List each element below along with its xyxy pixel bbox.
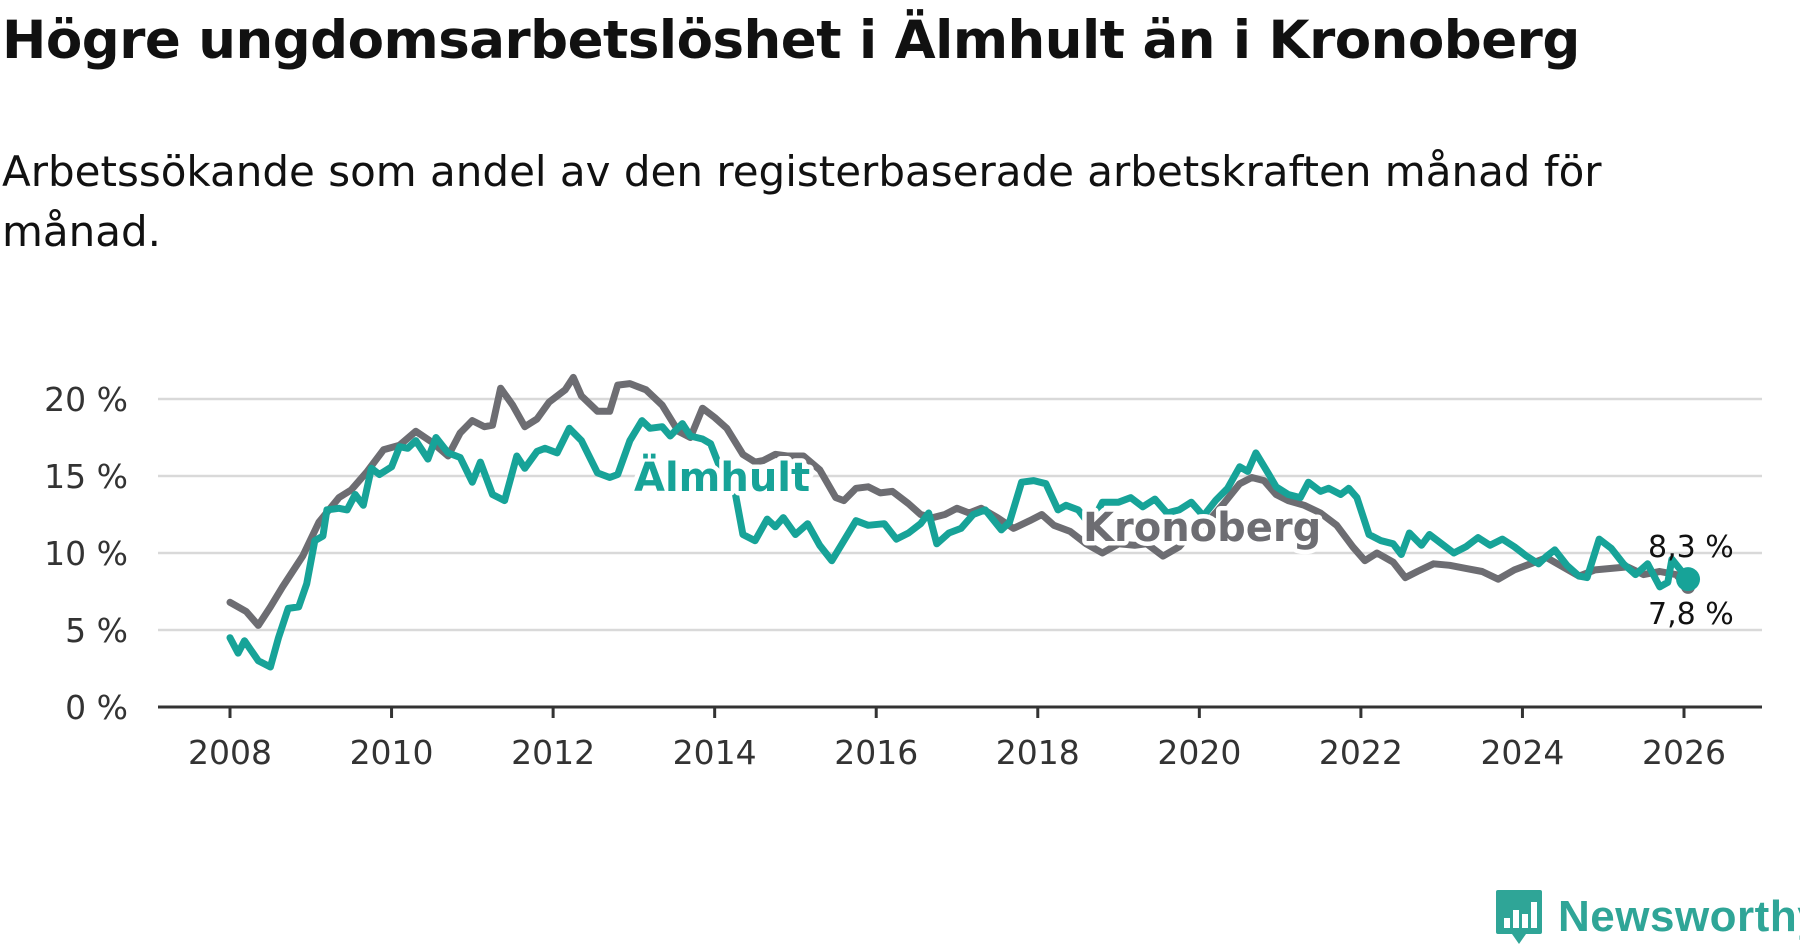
series-label-almhult: Älmhult	[634, 453, 810, 501]
x-tick-label-2026: 2026	[1642, 733, 1726, 772]
end-label-almhult: 8,3 %	[1648, 530, 1734, 565]
series-lines	[226, 373, 1692, 671]
y-tick-label-20: 20 %	[44, 380, 128, 419]
x-tick-label-2020: 2020	[1157, 733, 1241, 772]
chart-subtitle: Arbetssökande som andel av den registerb…	[2, 147, 1602, 256]
x-axis-tick-labels: 2008 2010 2012 2014 2016 2018 2020 2022 2024 2026	[188, 733, 1726, 772]
x-axis	[158, 705, 1762, 718]
x-tick-label-2016: 2016	[834, 733, 918, 772]
y-tick-label-5: 5 %	[65, 611, 128, 650]
end-marker-almhult	[1676, 567, 1701, 592]
y-tick-label-0: 0 %	[65, 688, 128, 727]
series-line-almhult	[226, 417, 1692, 671]
x-tick-label-2014: 2014	[673, 733, 757, 772]
x-tick-label-2018: 2018	[996, 733, 1080, 772]
series-labels: Älmhult Kronoberg	[630, 449, 1326, 556]
y-tick-label-10: 10 %	[44, 534, 128, 573]
newsworthy-logo-icon	[1496, 890, 1542, 944]
x-tick-label-2010: 2010	[350, 733, 434, 772]
newsworthy-logo: Newsworthy	[1494, 888, 1800, 946]
end-label-kronoberg: 7,8 %	[1648, 597, 1734, 632]
gridlines	[158, 397, 1762, 632]
x-tick-label-2008: 2008	[188, 733, 272, 772]
series-line-kronoberg	[226, 373, 1692, 629]
chart-title: Högre ungdomsarbetslöshet i Älmhult än i…	[2, 10, 1580, 71]
x-tick-label-2024: 2024	[1480, 733, 1564, 772]
end-markers: 8,3 % 7,8 %	[1648, 530, 1734, 632]
y-axis-tick-labels: 0 % 5 % 10 % 15 % 20 %	[44, 380, 128, 727]
newsworthy-logo-text: Newsworthy	[1558, 892, 1800, 941]
x-tick-label-2012: 2012	[511, 733, 595, 772]
y-tick-label-15: 15 %	[44, 457, 128, 496]
x-tick-label-2022: 2022	[1319, 733, 1403, 772]
series-label-kronoberg: Kronoberg	[1083, 505, 1321, 551]
